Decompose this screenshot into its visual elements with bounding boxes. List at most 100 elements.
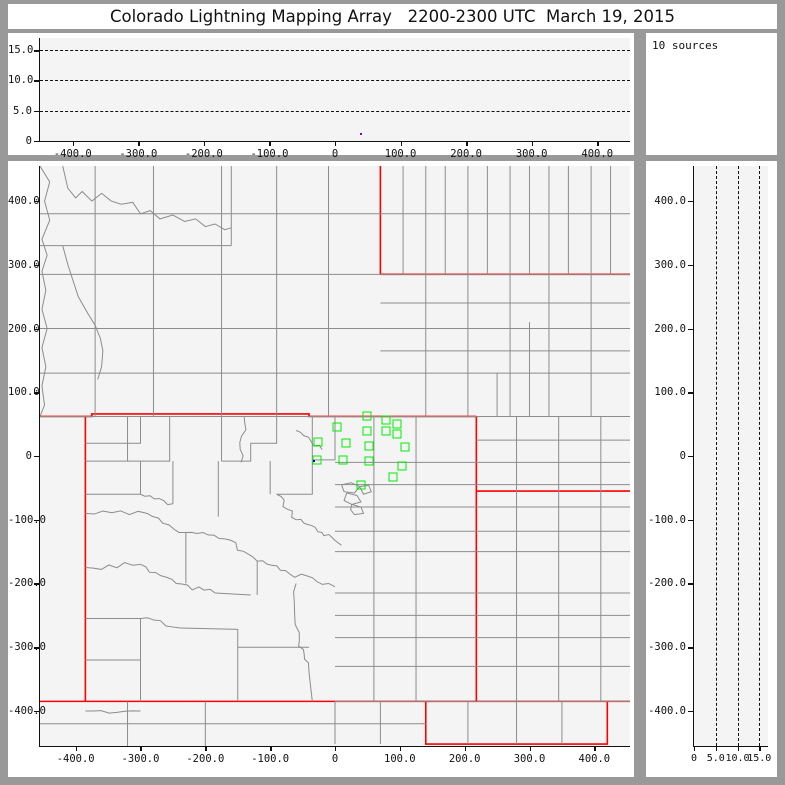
x-axis-tick [466,141,468,146]
x-axis-tick [75,746,78,751]
x-axis-tick-label: -400.0 [53,148,92,160]
source-marker [388,472,398,482]
x-axis-line [693,746,768,748]
county-line-irregular [140,617,186,629]
y-axis-tick-label: 0 [25,450,32,462]
y-axis-tick-label: -100.0 [8,513,46,526]
county-line-irregular [295,430,323,450]
x-axis-tick [737,746,739,751]
y-axis-tick [34,519,39,522]
x-axis-tick-label: 300.0 [513,753,546,765]
y-axis-tick-label: 15.0 [8,44,34,57]
y-axis-tick-label: 100.0 [654,386,686,399]
x-axis-tick [335,141,337,146]
plan-view-map-panel: -400.0 -300.0 -200.0 -100.0 0 100.0 200.0 300.0… [8,161,634,777]
y-axis-tick [34,647,39,649]
y-axis-tick [688,456,693,458]
x-axis-tick [140,746,142,751]
y-axis-tick-label: -200.0 [8,577,46,590]
county-line-irregular [185,531,225,540]
x-axis-tick [597,141,599,146]
source-marker [381,426,391,436]
x-axis-tick-label: 400.0 [581,148,614,160]
y-axis-tick [34,328,39,330]
x-axis-tick-label: 15.0 [747,753,772,764]
x-axis-tick [72,141,75,146]
y-axis-tick-label: 0 [25,135,32,147]
county-line-irregular [85,461,141,495]
y-axis-tick [688,583,693,585]
x-axis-tick-label: -200.0 [184,148,223,160]
x-axis-tick [400,141,402,146]
source-marker [312,455,322,465]
county-line-irregular [85,710,141,714]
gridline-vertical [715,166,717,746]
altitude-plot-area [694,166,768,746]
y-axis-tick [688,519,693,522]
metro-boundary [359,484,372,495]
y-axis-tick-label: 0 [679,450,686,462]
x-axis-tick [694,746,696,751]
x-axis-tick-label: -400.0 [56,753,95,765]
county-line-irregular [85,510,148,516]
county-line-irregular [308,672,313,702]
county-line-irregular [257,560,290,575]
source-marker [400,442,410,452]
y-axis-tick-label: 300.0 [654,258,686,271]
y-axis-tick-label: 400.0 [654,195,686,208]
y-axis-tick-label: 10.0 [8,74,34,87]
altitude-histogram-panel: -400.0 -300.0 -200.0 -100.0 0 100.0 200.0 300.0… [646,161,777,777]
y-axis-tick [688,392,693,394]
source-count-label: 10 sources [652,39,719,52]
y-axis-tick-label: 200.0 [8,322,40,335]
y-axis-tick-label: 400.0 [8,195,40,208]
x-axis-tick-label: 0 [331,753,339,765]
y-axis-tick [688,328,693,330]
x-axis-tick [205,746,207,751]
x-axis-tick-label: -100.0 [250,148,289,160]
county-line-irregular [289,573,329,585]
y-axis-tick-label: -400.0 [648,704,686,717]
x-axis-tick-label: 0 [690,753,698,764]
x-axis-tick [594,746,596,751]
y-axis-tick-label: -300.0 [8,641,46,654]
x-axis-tick [759,746,761,751]
x-axis-line [39,141,630,143]
county-line-irregular [298,640,310,673]
time-height-panel: 0 5.0 10.0 15.0 -400.0 -300.0 -200.0 -100.0 0 100… [8,33,634,160]
map-plot-area[interactable] [40,166,630,746]
county-line-irregular [276,416,336,495]
county-line-irregular [239,416,247,463]
y-axis-tick [34,80,39,82]
x-axis-tick [269,141,271,146]
x-axis-tick [464,746,467,751]
source-marker [356,480,366,490]
y-axis-tick-label: 300.0 [8,258,40,271]
county-line-irregular [224,538,258,562]
source-marker [364,456,374,466]
x-axis-tick-label: -300.0 [119,148,158,160]
county-line-irregular [221,416,278,462]
gridline-vertical [759,166,761,746]
x-axis-tick [270,746,272,751]
y-axis-tick-label: -400.0 [8,704,46,717]
y-axis-line [39,38,41,141]
county-line-irregular [328,583,336,588]
time-height-plot-area [40,38,630,141]
x-axis-tick-label: 200.0 [448,753,481,765]
x-axis-tick-label: 100.0 [384,753,416,765]
y-axis-tick [34,50,39,52]
y-axis-tick [34,583,39,585]
source-marker [392,429,402,439]
county-line-irregular [185,627,239,702]
source-marker [397,461,407,471]
page-title: Colorado Lightning Mapping Array 2200-23… [109,7,676,26]
y-axis-tick-label: -300.0 [648,641,686,654]
plot-point [360,132,363,135]
x-axis-tick-label: 5.0 [706,753,725,764]
y-axis-line [693,166,695,746]
x-axis-tick [715,746,718,751]
x-axis-tick [399,746,402,751]
y-axis-tick [688,201,693,203]
